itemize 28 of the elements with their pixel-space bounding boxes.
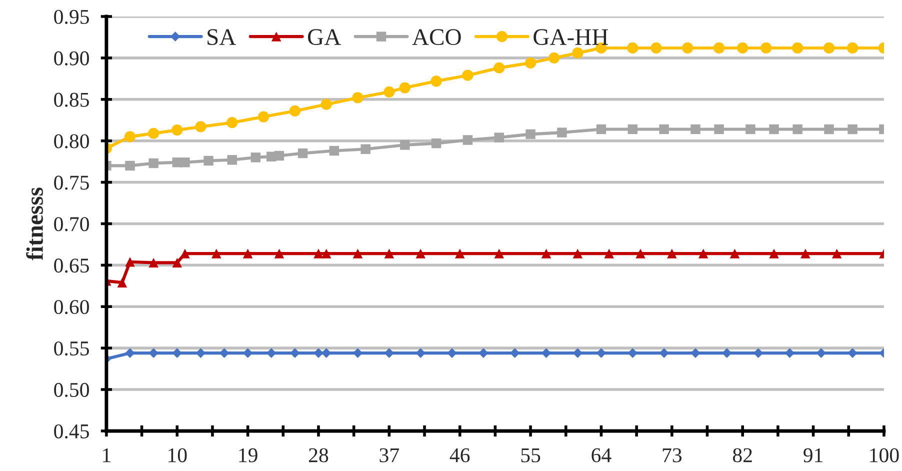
legend-label: SA (208, 29, 236, 46)
x-tick-label: 37 (380, 448, 399, 462)
legend-label: GA (308, 29, 341, 46)
x-tick-label: 100 (870, 448, 899, 462)
x-tick-label: 82 (732, 448, 752, 462)
y-tick-label: 0.95 (54, 10, 89, 24)
y-axis-title: fitnesss (26, 188, 43, 260)
x-tick-label: 28 (308, 448, 328, 462)
y-tick-label: 0.90 (54, 51, 89, 66)
y-tick-label: 0.45 (54, 424, 89, 438)
y-tick-label: 0.70 (54, 217, 89, 232)
x-tick-label: 73 (662, 448, 682, 462)
y-tick-label: 0.85 (54, 92, 89, 107)
x-tick-label: 55 (521, 448, 540, 462)
y-tick-label: 0.55 (54, 341, 89, 356)
legend-label: ACO (412, 29, 461, 46)
x-tick-label: 1 (103, 448, 110, 462)
y-tick-label: 0.80 (54, 134, 89, 148)
y-tick-label: 0.75 (54, 176, 89, 190)
legend-label: GA-HH (534, 29, 608, 46)
x-tick-label: 46 (450, 448, 470, 462)
x-tick-label: 19 (239, 448, 258, 462)
y-tick-label: 0.60 (54, 300, 89, 314)
x-tick-label: 10 (168, 448, 187, 462)
y-tick-label: 0.65 (54, 258, 89, 273)
x-tick-label: 91 (804, 448, 822, 462)
y-tick-label: 0.50 (54, 382, 89, 398)
x-tick-label: 64 (592, 448, 612, 462)
